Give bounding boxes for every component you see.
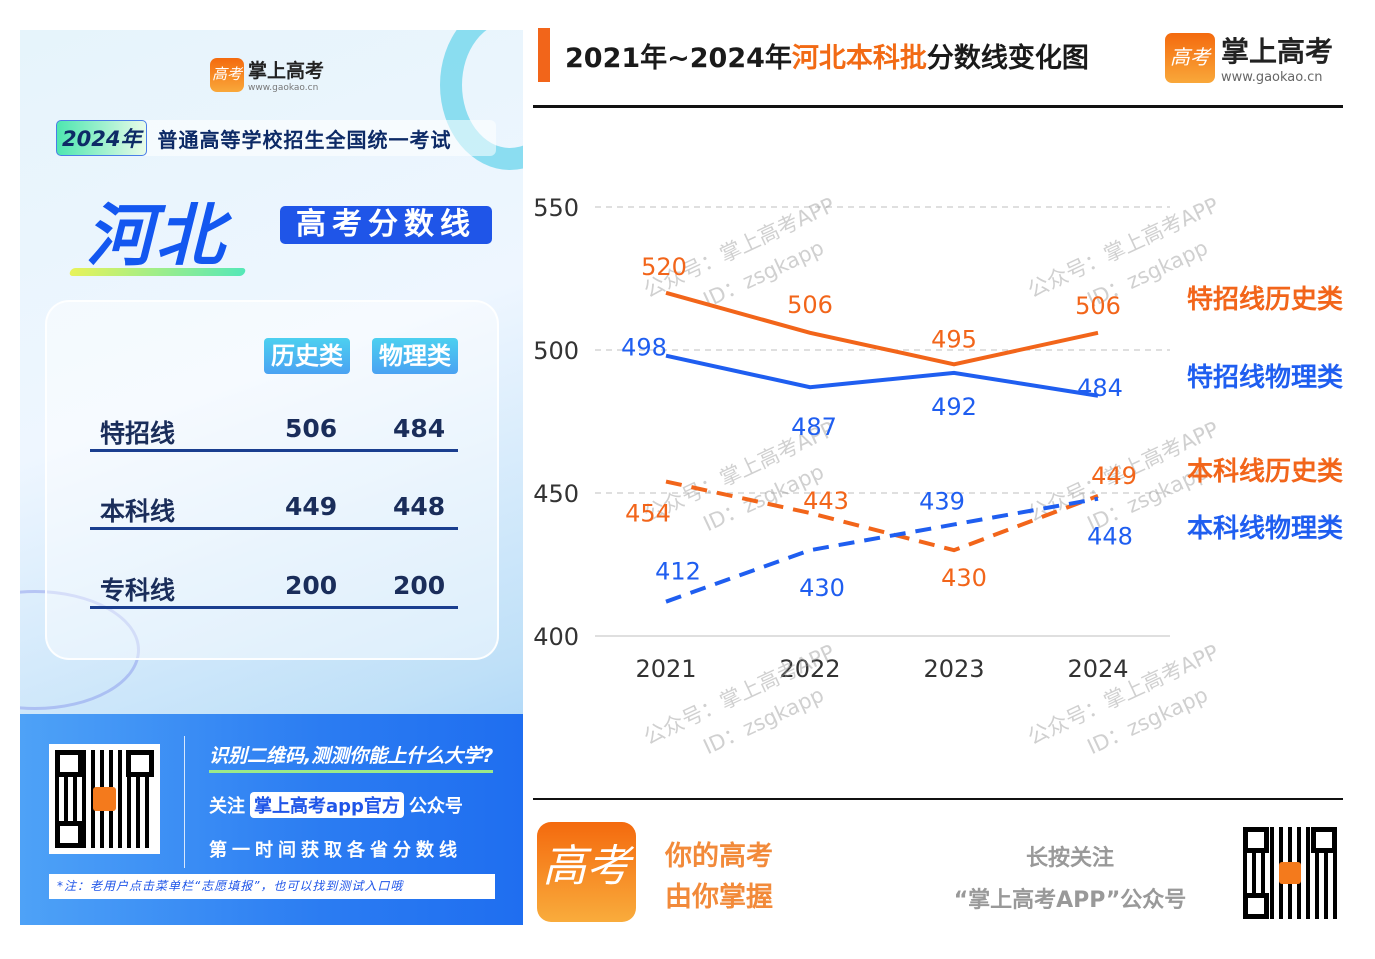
promo-note: *注：老用户点击菜单栏“志愿填报”，也可以找到测试入口哦 <box>49 874 495 899</box>
slogan: 你的高考 由你掌握 <box>665 836 773 918</box>
x-tick-label: 2021 <box>635 655 696 683</box>
qr-code[interactable] <box>1240 824 1340 922</box>
score-line-tag: 高考分数线 <box>280 206 492 244</box>
header-history: 历史类 <box>264 338 350 374</box>
data-label: 430 <box>799 574 845 602</box>
left-panel: 高考 掌上高考 www.gaokao.cn 2024年 普通高等学校招生全国统一… <box>20 30 523 925</box>
title-prefix: 2021年~2024年 <box>565 43 792 74</box>
logo-name: 掌上高考 <box>248 60 325 82</box>
title-accent-bar <box>538 28 550 82</box>
data-label: 484 <box>1077 374 1123 402</box>
exam-banner: 2024年 普通高等学校招生全国统一考试 <box>56 120 496 156</box>
follow-account: 掌上高考app官方 <box>250 792 404 818</box>
gaokao-logo-icon: 高考 <box>1165 32 1215 83</box>
exam-year: 2024年 <box>56 120 148 156</box>
chart-title: 2021年~2024年河北本科批分数线变化图 <box>565 36 1089 75</box>
data-label: 439 <box>919 487 965 515</box>
physics-score: 448 <box>393 492 446 521</box>
promo-line3: 第一时间获取各省分数线 <box>209 840 462 861</box>
follow-suffix: 公众号 <box>408 796 463 817</box>
series-line <box>665 479 1099 553</box>
line-chart: 400 450 500 550 2021 2022 2023 2024公众号：掌上高考APPI… <box>533 193 1343 759</box>
score-table: 历史类 物理类 特招线 506 484 本科线 449 448 专科线 200 … <box>45 300 499 660</box>
legend-entry: 特招线物理类 <box>1187 362 1343 393</box>
data-label: 454 <box>625 500 671 528</box>
legend-entry: 本科线物理类 <box>1187 514 1343 544</box>
series-line <box>665 290 1099 367</box>
gaokao-logo-icon <box>92 787 117 811</box>
physics-score: 200 <box>393 571 446 600</box>
history-score: 506 <box>285 414 338 443</box>
series-line <box>665 353 1099 398</box>
follow-text: 长按关注 “掌上高考APP”公众号 <box>930 838 1210 922</box>
footer-divider <box>533 798 1343 800</box>
follow-line2: “掌上高考APP”公众号 <box>953 888 1187 913</box>
slogan-line2: 由你掌握 <box>665 882 773 913</box>
y-tick-label: 400 <box>533 623 579 651</box>
row-label: 特招线 <box>100 419 176 448</box>
gaokao-app-icon: 高考 <box>537 822 636 922</box>
y-tick-label: 550 <box>533 194 579 222</box>
data-label: 449 <box>1091 462 1137 490</box>
logo: 高考 掌上高考 www.gaokao.cn <box>210 56 324 93</box>
data-label: 506 <box>1075 292 1121 320</box>
series-line <box>665 496 1099 604</box>
exam-title: 普通高等学校招生全国统一考试 <box>157 127 452 152</box>
data-label: 430 <box>941 564 987 592</box>
header-physics: 物理类 <box>372 338 458 374</box>
data-label: 487 <box>791 413 837 441</box>
title-highlight: 河北本科批 <box>791 43 927 74</box>
x-tick-label: 2023 <box>923 655 984 683</box>
header-divider <box>533 105 1343 108</box>
follow-line1: 长按关注 <box>1025 846 1114 871</box>
promo-banner: 识别二维码,测测你能上什么大学? 关注 掌上高考app官方 公众号 第一时间获取… <box>20 714 523 925</box>
promo-headline: 识别二维码,测测你能上什么大学? <box>209 741 494 773</box>
history-score: 200 <box>285 571 338 600</box>
data-label: 520 <box>641 253 687 281</box>
data-label: 498 <box>621 334 667 362</box>
data-label: 448 <box>1087 523 1133 551</box>
table-row: 特招线 506 484 <box>90 406 458 452</box>
legend-entry: 本科线历史类 <box>1187 457 1343 487</box>
history-score: 449 <box>285 492 338 521</box>
gaokao-logo-icon: 高考 <box>210 57 244 92</box>
data-label: 495 <box>931 325 977 353</box>
row-label: 本科线 <box>100 497 176 526</box>
x-tick-label: 2024 <box>1067 655 1128 683</box>
qr-code[interactable] <box>49 744 160 854</box>
province-title: 河北 <box>86 197 227 276</box>
logo-name: 掌上高考 <box>1221 35 1334 68</box>
slogan-line1: 你的高考 <box>665 841 773 872</box>
gaokao-logo-icon <box>1278 861 1302 885</box>
data-label: 443 <box>803 487 849 515</box>
data-label: 492 <box>931 393 977 421</box>
table-row: 专科线 200 200 <box>90 563 458 609</box>
y-tick-label: 450 <box>533 480 579 508</box>
data-label: 412 <box>655 558 701 586</box>
data-label: 506 <box>787 291 833 319</box>
table-row: 本科线 449 448 <box>90 484 458 530</box>
logo-url: www.gaokao.cn <box>248 83 319 93</box>
title-suffix: 分数线变化图 <box>926 43 1089 74</box>
divider <box>184 736 185 868</box>
follow-prefix: 关注 <box>209 796 245 817</box>
legend-entry: 特招线历史类 <box>1187 284 1343 315</box>
y-tick-label: 500 <box>533 337 579 365</box>
row-label: 专科线 <box>100 576 176 605</box>
x-tick-label: 2022 <box>779 655 840 683</box>
logo: 高考 掌上高考 www.gaokao.cn <box>1165 30 1333 85</box>
physics-score: 484 <box>393 414 446 443</box>
logo-url: www.gaokao.cn <box>1221 70 1323 85</box>
